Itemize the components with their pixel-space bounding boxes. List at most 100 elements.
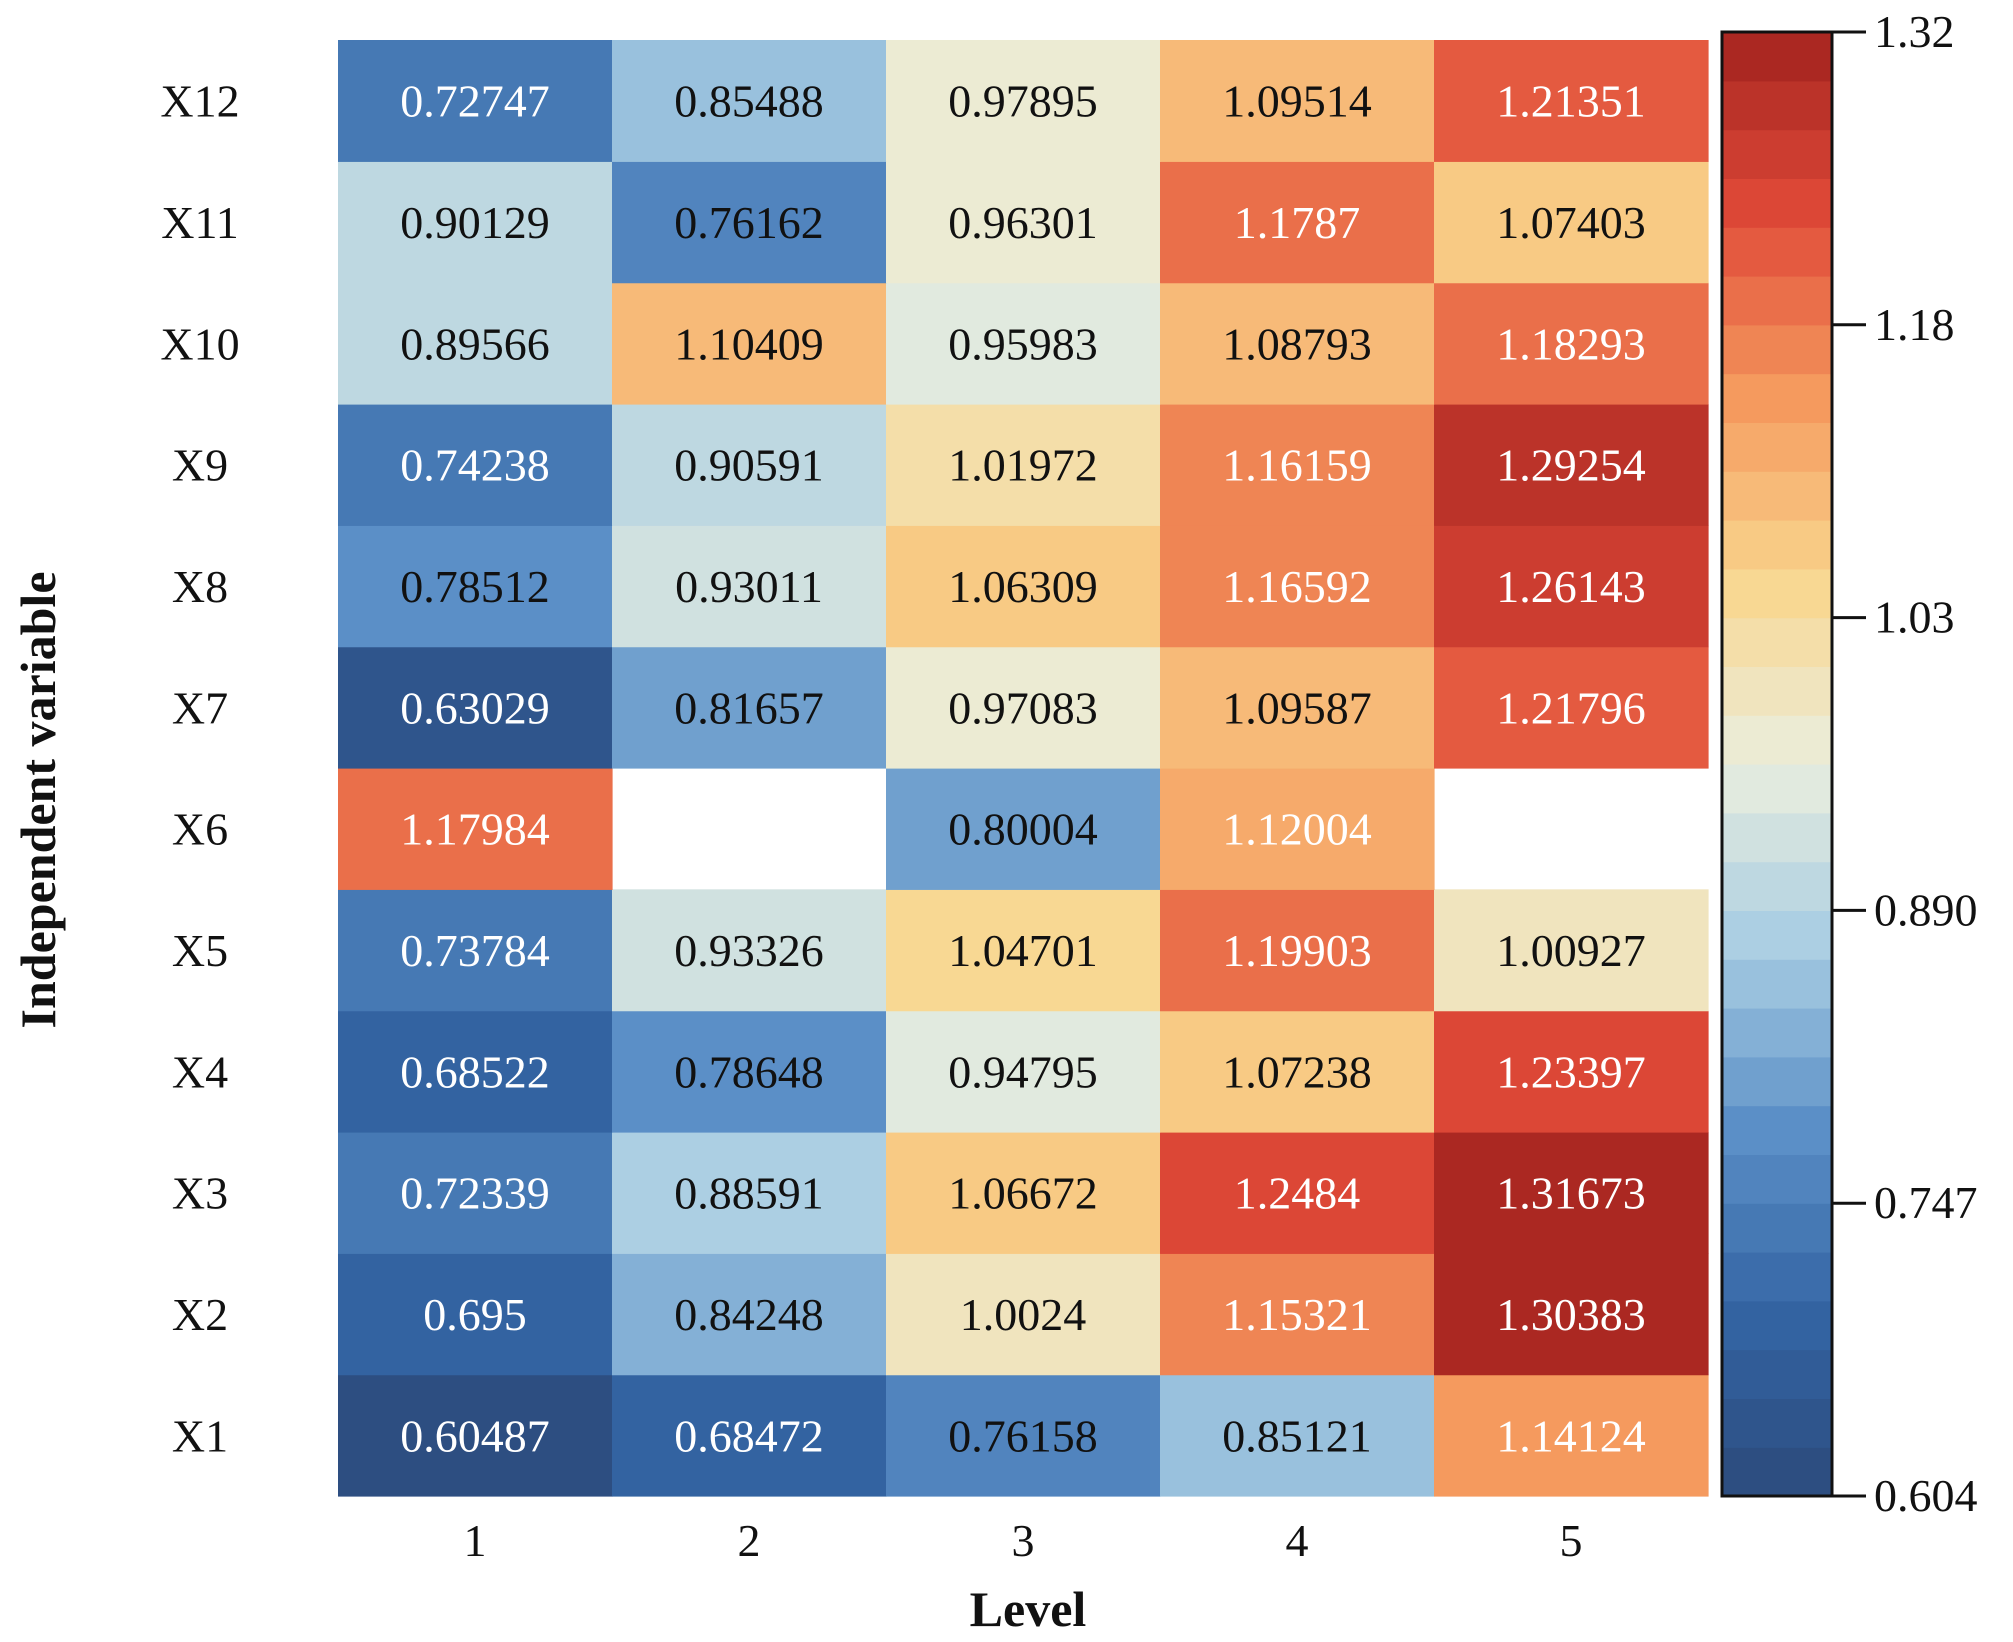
cell-value-label: 0.80004 xyxy=(948,804,1098,855)
colorbar-segment xyxy=(1722,32,1832,82)
cell-value-label: 1.09514 xyxy=(1222,76,1372,127)
colorbar-tick-label: 1.03 xyxy=(1874,592,1955,643)
heatmap-cell-x4-level-3 xyxy=(886,1010,1161,1133)
heatmap-cell-x11-level-2 xyxy=(612,161,887,284)
heatmap-cell-x2-level-1 xyxy=(338,1253,613,1376)
heatmap-cell-x8-level-3 xyxy=(886,525,1161,648)
cell-value-label: 0.93011 xyxy=(675,561,823,612)
heatmap-cell-x9-level-2 xyxy=(612,404,887,526)
colorbar-tick-label: 1.18 xyxy=(1874,299,1955,350)
heatmap-cell-x5-level-2 xyxy=(612,889,887,1012)
heatmap-cell-x9-level-1 xyxy=(338,404,613,526)
heatmap-cell-x11-level-5 xyxy=(1434,161,1709,284)
colorbar-segment xyxy=(1722,617,1832,667)
colorbar-tick-labels: 0.604 0.747 0.890 1.03 1.18 1.32 xyxy=(1832,6,1978,1521)
heatmap-cell-x12-level-4 xyxy=(1160,40,1435,162)
heatmap-cell-x5-level-5 xyxy=(1434,889,1709,1012)
y-axis-title: Independent variable xyxy=(10,571,66,1028)
cell-value-label: 0.81657 xyxy=(674,682,824,733)
cell-value-label: 0.68522 xyxy=(400,1046,550,1097)
cell-value-label: 1.31673 xyxy=(1496,1168,1646,1219)
x-tick-label-5: 5 xyxy=(1560,1515,1583,1566)
cell-value-label: 0.78512 xyxy=(400,561,550,612)
cell-value-label: 1.16159 xyxy=(1222,440,1372,491)
heatmap-cell-x7-level-4 xyxy=(1160,646,1435,769)
cell-value-label: 0.76162 xyxy=(674,197,824,248)
cell-value-label: 1.15321 xyxy=(1222,1289,1372,1340)
cell-value-label: 1.21796 xyxy=(1496,682,1646,733)
cell-value-label: 1.18293 xyxy=(1496,318,1646,369)
colorbar-segment xyxy=(1722,812,1832,863)
heatmap-cell-x3-level-3 xyxy=(886,1132,1161,1254)
colorbar-segment xyxy=(1722,178,1832,228)
colorbar-segment xyxy=(1722,227,1832,277)
colorbar-segment xyxy=(1722,276,1832,326)
heatmap-cell-x1-level-5 xyxy=(1434,1374,1709,1497)
heatmap-cell-x9-level-5 xyxy=(1434,404,1709,526)
y-tick-label-x4: X4 xyxy=(172,1046,228,1097)
y-tick-label-x3: X3 xyxy=(172,1168,228,1219)
cell-value-label: 0.96301 xyxy=(948,197,1098,248)
heatmap-cell-x11-level-3 xyxy=(886,161,1161,284)
cell-value-labels: 0.60487 0.68472 0.76158 0.85121 1.14124 0.695… xyxy=(400,76,1646,1462)
cell-value-label: 0.90591 xyxy=(674,440,824,491)
heatmap-cell-x6-level-1 xyxy=(338,768,613,890)
cell-value-label: 1.19903 xyxy=(1222,925,1372,976)
cell-value-label: 1.23397 xyxy=(1496,1046,1646,1097)
y-tick-label-x12: X12 xyxy=(160,76,239,127)
cell-value-label: 0.84248 xyxy=(674,1289,824,1340)
heatmap-cell-x8-level-2 xyxy=(612,525,887,648)
colorbar-segment xyxy=(1722,471,1832,521)
x-axis-tick-labels: 1 2 3 4 5 xyxy=(464,1515,1583,1566)
cell-value-label: 1.0024 xyxy=(960,1289,1087,1340)
heatmap-cell-x7-level-1 xyxy=(338,646,613,769)
colorbar xyxy=(1720,30,1834,1498)
colorbar-segment xyxy=(1722,1105,1832,1155)
cell-value-label: 1.06309 xyxy=(948,561,1098,612)
cell-value-label: 0.695 xyxy=(423,1289,527,1340)
colorbar-segment xyxy=(1722,910,1832,960)
cell-value-label: 0.94795 xyxy=(948,1046,1098,1097)
heatmap-cell-x12-level-5 xyxy=(1434,40,1709,162)
colorbar-segment xyxy=(1722,129,1832,179)
y-tick-label-x1: X1 xyxy=(172,1410,228,1461)
heatmap-cell-x5-level-4 xyxy=(1160,889,1435,1012)
cell-value-label: 1.16592 xyxy=(1222,561,1372,612)
cell-value-label: 0.78648 xyxy=(674,1046,824,1097)
x-tick-label-4: 4 xyxy=(1286,1515,1309,1566)
heatmap-cell-x7-level-3 xyxy=(886,646,1161,769)
heatmap-cell-x12-level-1 xyxy=(338,40,613,162)
heatmap-cell-x8-level-1 xyxy=(338,525,613,648)
cell-value-label: 1.30383 xyxy=(1496,1289,1646,1340)
colorbar-tick-label: 0.747 xyxy=(1874,1177,1978,1228)
heatmap-cell-x6-level-3 xyxy=(886,768,1161,890)
heatmap-cell-x4-level-4 xyxy=(1160,1010,1435,1133)
cell-value-label: 1.29254 xyxy=(1496,440,1646,491)
cell-value-label: 1.21351 xyxy=(1496,76,1646,127)
cell-value-label: 0.72339 xyxy=(400,1168,550,1219)
cell-value-label: 0.85121 xyxy=(1222,1410,1372,1461)
heatmap-cell-x10-level-5 xyxy=(1434,282,1709,405)
heatmap-cell-x3-level-2 xyxy=(612,1132,887,1254)
colorbar-tick-label: 0.604 xyxy=(1874,1470,1978,1521)
cell-value-label: 0.85488 xyxy=(674,76,824,127)
cell-value-label: 1.06672 xyxy=(948,1168,1098,1219)
heatmap-cell-x10-level-1 xyxy=(338,282,613,405)
cell-value-label: 1.07238 xyxy=(1222,1046,1372,1097)
y-tick-label-x8: X8 xyxy=(172,561,228,612)
cell-value-label: 0.97083 xyxy=(948,682,1098,733)
colorbar-segment xyxy=(1722,715,1832,765)
y-axis-tick-labels: X1 X2 X3 X4 X5 X6 X7 X8 X9 X10 X11 X12 xyxy=(160,76,239,1462)
y-tick-label-x6: X6 xyxy=(172,804,228,855)
heatmap-cell-x5-level-3 xyxy=(886,889,1161,1012)
heatmap-cell-x7-level-2 xyxy=(612,646,887,769)
heatmap-cell-x8-level-4 xyxy=(1160,525,1435,648)
colorbar-frame xyxy=(1720,30,1834,1498)
heatmap-cell-x3-level-4 xyxy=(1160,1132,1435,1254)
heatmap-cell-x2-level-4 xyxy=(1160,1253,1435,1376)
heatmap-cell-x10-level-3 xyxy=(886,282,1161,405)
heatmap-cell-x5-level-1 xyxy=(338,889,613,1012)
cell-value-label: 1.08793 xyxy=(1222,318,1372,369)
heatmap-cell-x7-level-5 xyxy=(1434,646,1709,769)
cell-value-label: 0.89566 xyxy=(400,318,550,369)
